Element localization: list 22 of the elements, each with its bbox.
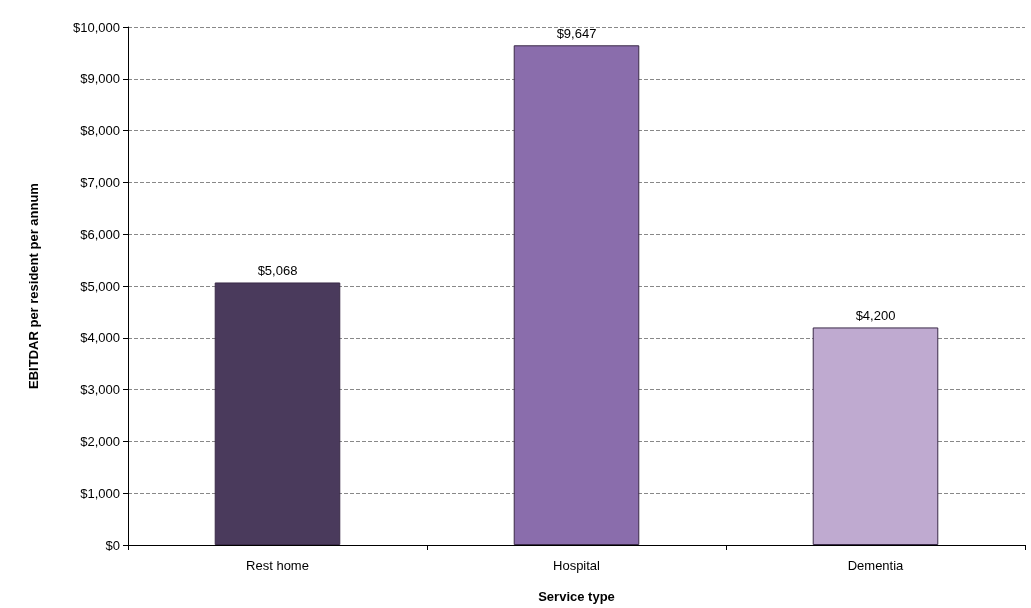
y-tick-label: $6,000 <box>80 226 120 242</box>
y-axis-title: EBITDAR per resident per annum <box>26 183 41 389</box>
y-tick-label: $1,000 <box>80 485 120 501</box>
y-tick-label: $2,000 <box>80 433 120 449</box>
data-label: $9,647 <box>556 26 597 42</box>
bar <box>513 45 640 545</box>
x-axis-title: Service type <box>538 589 615 604</box>
x-tick-label: Rest home <box>246 558 309 573</box>
y-tick-label: $9,000 <box>80 71 120 87</box>
y-tick-label: $10,000 <box>73 19 120 35</box>
x-tick-label: Hospital <box>553 558 601 573</box>
bar <box>812 327 939 545</box>
y-tick-label: $3,000 <box>80 382 120 398</box>
bar <box>214 282 341 545</box>
y-tick-label: $0 <box>105 537 120 553</box>
data-label: $5,068 <box>257 263 298 279</box>
data-label: $4,200 <box>855 308 896 324</box>
x-tick-label: Dementia <box>847 558 905 573</box>
y-tick-label: $8,000 <box>80 123 120 139</box>
y-tick-label: $5,000 <box>80 278 120 294</box>
y-tick-label: $4,000 <box>80 330 120 346</box>
y-tick-label: $7,000 <box>80 174 120 190</box>
